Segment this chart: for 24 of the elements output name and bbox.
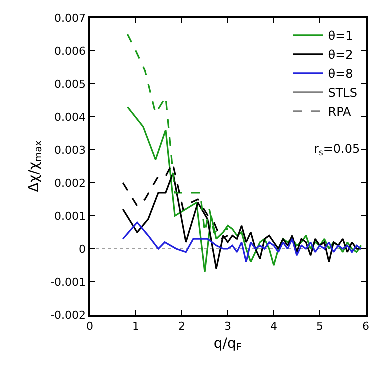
line-series: [122, 222, 362, 263]
x-tick-label: 5: [316, 320, 324, 333]
legend-label: STLS: [328, 86, 358, 100]
y-tick-label: 0.004: [54, 110, 86, 124]
y-tick-label: 0.007: [54, 12, 86, 25]
annotation: r$_{s}$=0.05: [314, 142, 360, 158]
y-tick-label: 0.005: [54, 78, 86, 91]
x-tick-label: 4: [270, 320, 278, 333]
y-tick-label: 0.002: [54, 176, 86, 190]
legend-label: θ=1: [328, 29, 354, 44]
x-tick-label: 1: [132, 320, 140, 333]
x-tick-label: 6: [362, 320, 370, 333]
legend-label: RPA: [328, 105, 352, 120]
y-tick-label: 0.003: [54, 144, 86, 157]
y-tick-label: 0: [79, 242, 86, 256]
x-tick-label: 2: [178, 320, 186, 333]
x-tick-label: 3: [224, 320, 232, 333]
y-tick-label: -0.001: [50, 276, 86, 289]
y-tick-label: -0.002: [50, 308, 86, 322]
y-tick-label: 0.006: [54, 44, 86, 58]
x-axis-title: q/q$_{F}$: [214, 336, 242, 354]
y-tick-label: 0.001: [54, 210, 86, 223]
legend-label: θ=8: [328, 67, 354, 82]
legend-label: θ=2: [328, 48, 354, 62]
